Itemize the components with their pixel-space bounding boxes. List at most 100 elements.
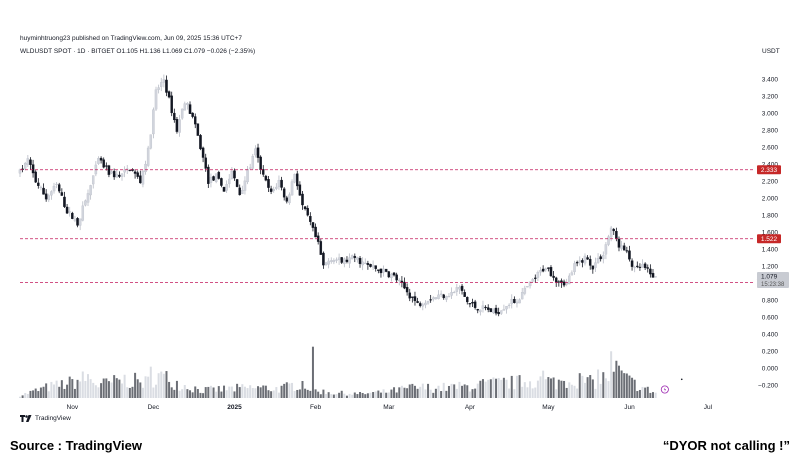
- candle-body: [484, 306, 487, 309]
- volume-bar: [453, 384, 456, 398]
- level-tag-label: 1.522: [761, 236, 778, 243]
- volume-bar: [539, 376, 542, 398]
- candle-body: [97, 158, 100, 164]
- candle-body: [583, 255, 587, 264]
- candle-body: [186, 103, 189, 105]
- candle-body: [458, 287, 461, 290]
- candle-body: [557, 281, 561, 283]
- volume-bar: [429, 389, 432, 398]
- candle-body: [217, 172, 221, 179]
- candle-body: [554, 277, 558, 283]
- candle-body: [544, 268, 547, 271]
- volume-bar: [471, 389, 474, 398]
- volume-bar: [555, 389, 558, 398]
- volume-bar: [113, 375, 116, 398]
- volume-bar: [641, 386, 644, 398]
- volume-bar: [217, 386, 220, 398]
- candle-body: [588, 258, 592, 266]
- volume-bar: [243, 386, 246, 398]
- candle-body: [497, 312, 500, 315]
- volume-bar: [628, 375, 631, 398]
- volume-bar: [288, 383, 291, 398]
- candle-body: [293, 173, 296, 183]
- candle-body: [152, 109, 155, 135]
- y-tick-label: 3.200: [762, 93, 779, 100]
- volume-bar: [361, 392, 364, 398]
- y-tick-label: 2.600: [762, 144, 779, 151]
- volume-bar: [445, 390, 448, 398]
- candle-body: [290, 181, 294, 196]
- candle-body: [173, 112, 176, 121]
- tradingview-brand[interactable]: TradingView: [20, 415, 71, 422]
- volume-bar: [364, 394, 367, 398]
- candle-body: [643, 263, 647, 269]
- candle-body: [144, 163, 147, 173]
- volume-bar: [186, 389, 189, 398]
- candle-body: [322, 252, 325, 266]
- candle-body: [243, 180, 247, 191]
- candle-body: [188, 104, 192, 114]
- x-tick-label: Nov: [67, 404, 79, 411]
- volume-bar: [586, 377, 589, 398]
- volume-bar: [168, 381, 171, 398]
- candle-body: [528, 281, 532, 287]
- candle-body: [492, 308, 495, 314]
- volume-bar: [280, 385, 283, 398]
- volume-bar: [468, 391, 471, 398]
- volume-bar: [434, 388, 437, 398]
- volume-bar: [366, 393, 369, 398]
- volume-bar: [298, 389, 301, 398]
- marker-dot: [680, 378, 683, 381]
- candle-body: [442, 294, 445, 299]
- candle-body: [418, 303, 422, 306]
- y-tick-label: 2.000: [762, 195, 779, 202]
- y-tick-label: 3.000: [762, 110, 779, 117]
- volume-bar: [191, 392, 194, 398]
- volume-bar: [144, 376, 147, 398]
- volume-bar: [479, 380, 482, 398]
- candle-body: [609, 227, 613, 238]
- volume-bar: [620, 370, 623, 398]
- candle-body: [649, 268, 652, 275]
- volume-bar: [207, 386, 210, 398]
- candle-body: [594, 262, 597, 268]
- candle-body: [479, 309, 482, 313]
- volume-bar: [565, 387, 568, 398]
- candle-body: [562, 281, 566, 286]
- candle-body: [364, 262, 367, 264]
- candle-body: [207, 166, 210, 184]
- candle-body: [133, 171, 137, 174]
- candle-body: [285, 197, 289, 202]
- candle-body: [596, 258, 600, 263]
- volume-bar: [19, 396, 21, 398]
- candle-body: [115, 173, 119, 178]
- candle-body: [330, 260, 333, 262]
- volume-bar: [526, 387, 529, 398]
- x-tick-label: Dec: [148, 404, 160, 411]
- volume-bar: [568, 382, 571, 398]
- volume-bar: [633, 379, 636, 398]
- candle-body: [625, 250, 629, 252]
- candle-body: [212, 176, 215, 181]
- candle-body: [411, 296, 414, 298]
- volume-bar: [304, 388, 307, 398]
- volume-bar: [529, 381, 532, 398]
- volume-bar: [335, 394, 338, 398]
- candle-body: [445, 296, 448, 300]
- candle-body: [89, 185, 92, 196]
- candle-body: [405, 287, 409, 293]
- volume-bar: [578, 373, 581, 398]
- candle-body: [552, 275, 555, 278]
- candle-body: [374, 265, 377, 269]
- candle-body: [191, 112, 194, 117]
- volume-bar: [544, 379, 547, 398]
- volume-bar: [118, 379, 121, 398]
- volume-bar: [474, 388, 477, 398]
- candle-body: [471, 302, 474, 304]
- candle-body: [638, 266, 642, 268]
- candle-body: [296, 173, 299, 187]
- volume-bar: [141, 387, 144, 398]
- candle-body: [262, 169, 265, 175]
- candle-body: [646, 267, 650, 269]
